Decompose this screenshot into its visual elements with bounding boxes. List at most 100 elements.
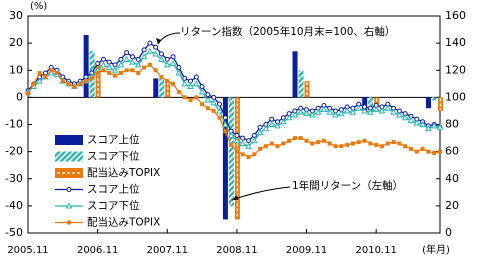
marker [407,116,415,123]
marker [111,66,119,73]
y2-tick-label: 140 [445,36,466,49]
marker [321,138,326,143]
y-tick-label: -10 [5,118,23,131]
y-tick-label: -50 [5,226,23,239]
legend-swatch [55,135,83,145]
bar [298,70,304,98]
bar [374,97,380,106]
marker [153,44,159,50]
marker [397,141,402,146]
y-tick-label: -20 [5,145,23,158]
marker [200,102,205,107]
marker [217,115,222,120]
marker [391,140,396,145]
marker [221,120,229,127]
marker [256,129,264,136]
marker [239,139,247,146]
bar [426,97,431,109]
marker [153,68,158,73]
marker [175,69,183,76]
marker [304,138,309,143]
y-tick-label: 20 [9,36,23,49]
marker [227,131,235,138]
marker [379,144,384,149]
marker [240,135,246,141]
x-tick-label: 2008.11 [216,245,257,256]
y-tick-label: 0 [16,90,23,103]
marker [152,50,160,57]
y2-tick-label: 60 [445,145,459,158]
marker [158,55,165,62]
arrow-head [156,38,161,44]
annotation-arrow [231,186,291,201]
marker [314,108,322,115]
marker [192,80,200,87]
marker [269,116,275,122]
marker [182,75,188,81]
marker [100,61,107,68]
marker [349,108,357,115]
marker [142,65,147,70]
legend-label: 配当込みTOPIX [87,166,160,179]
marker [430,122,438,129]
marker [47,69,55,76]
y-tick-label: -30 [5,172,23,185]
marker [136,70,141,75]
marker [268,120,276,127]
marker [426,149,431,154]
x-tick-label: 2006.11 [77,245,118,256]
marker [72,84,77,89]
annotation-arrow [157,32,181,45]
marker [78,81,83,86]
marker [49,68,54,73]
marker [117,61,125,68]
marker [89,76,94,81]
marker [262,125,270,132]
marker [413,119,421,126]
legend-label: 配当込みTOPIX [87,216,160,229]
x-tick-label: 2010.11 [355,245,396,256]
arrow-head [232,195,238,200]
marker [130,68,135,73]
y2-tick-label: 80 [445,118,459,131]
marker [361,107,368,114]
marker [129,58,136,65]
annotation: リターン指数（2005年10月末=100、右軸） [180,25,395,38]
marker [158,51,164,57]
marker [105,64,113,71]
y2-tick-label: 20 [445,199,459,212]
legend-swatch [55,151,83,162]
bar [228,97,234,206]
marker [100,56,106,62]
marker [198,88,206,95]
marker [338,110,345,117]
legend-label: スコア上位 [87,133,140,146]
marker [169,59,177,66]
marker [134,61,142,68]
marker [419,120,426,127]
marker [425,125,432,132]
y2-tick-label: 100 [445,90,466,103]
marker [124,68,129,73]
y-tick-label: 30 [9,9,23,22]
marker [159,75,164,80]
marker [147,62,152,67]
marker [438,149,442,154]
marker [124,50,130,56]
marker [204,96,212,103]
marker [66,81,71,86]
marker [292,136,297,141]
marker [310,141,315,146]
marker [362,138,367,143]
marker [233,137,241,144]
marker [263,144,268,149]
marker [55,70,60,75]
marker [171,81,176,86]
marker [113,73,118,78]
marker [327,141,332,146]
marker [269,141,274,146]
y2-tick-label: 120 [445,63,466,76]
legend-label: スコア上位 [87,183,140,196]
marker [199,84,205,90]
